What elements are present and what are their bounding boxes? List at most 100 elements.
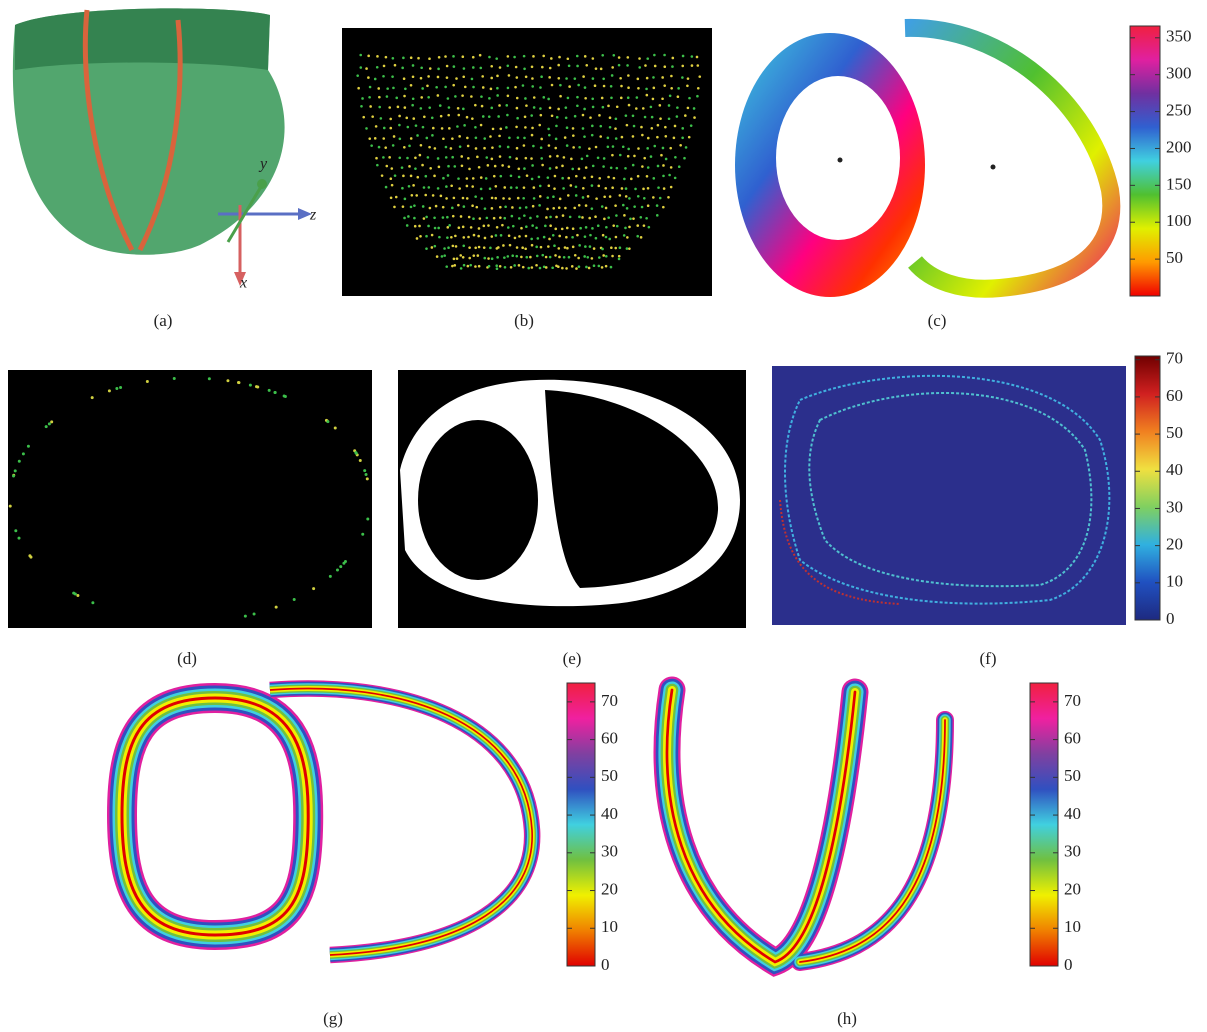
point [363,469,366,472]
point [450,147,453,150]
point [610,246,613,249]
point [462,108,465,111]
point [380,117,383,120]
point [362,116,365,119]
point [367,76,370,79]
point [480,124,483,127]
point [607,137,610,140]
point [365,473,368,476]
binary-mask [398,370,746,628]
point [361,97,364,100]
point [423,115,426,118]
colorbar-tick-label: 40 [1166,460,1183,479]
point [610,85,613,88]
point [368,137,371,140]
point [565,77,568,80]
point [529,256,532,259]
point [595,197,598,200]
point [512,225,515,228]
point [611,66,614,69]
point [656,136,659,139]
point [369,86,372,89]
point [91,396,94,399]
point [444,86,447,89]
point [553,187,556,190]
point [566,144,569,147]
point [497,115,500,118]
point [573,207,576,210]
point [503,186,506,189]
point [366,477,369,480]
point [678,165,681,168]
point [632,217,635,220]
point [470,95,473,98]
point [422,205,425,208]
point [392,87,395,90]
point [499,155,502,158]
point [402,205,405,208]
point [472,66,475,69]
point [572,227,575,230]
point [609,195,612,198]
point [359,54,362,57]
point [376,164,379,167]
point [616,225,619,228]
point [453,258,456,261]
point [662,164,665,167]
point [447,114,450,117]
point [522,266,525,269]
point [602,165,605,168]
point [499,175,502,178]
point [668,174,671,177]
point [609,126,612,129]
point [572,246,575,249]
point [459,145,462,148]
point [623,214,626,217]
point [523,137,526,140]
point [674,177,677,180]
point [402,175,405,178]
point [575,185,578,188]
point [547,98,550,101]
point [474,265,477,268]
point [646,175,649,178]
point [488,97,491,100]
point [685,146,688,149]
point [421,87,424,90]
point [626,124,629,127]
point [508,197,511,200]
point [641,134,644,137]
point [515,255,518,258]
point [461,94,464,97]
point [545,216,548,219]
point [577,257,580,260]
point [451,265,454,268]
point [513,56,516,59]
point [641,165,644,168]
point-cloud-bg [342,28,712,296]
colorbar-tick-label: 20 [601,879,618,898]
point [376,66,379,69]
point [378,106,381,109]
point [471,78,474,81]
point [517,197,520,200]
point [670,166,673,169]
point [475,206,478,209]
point [356,74,359,77]
point [468,246,471,249]
point [599,135,602,138]
point [420,144,423,147]
point [627,155,630,158]
point [447,246,450,249]
point [395,196,398,199]
point [435,205,438,208]
point [517,136,520,139]
point [546,196,549,199]
point [478,265,481,268]
point [479,217,482,220]
point [598,256,601,259]
point [662,206,665,209]
point [540,157,543,160]
point [610,96,613,99]
point [446,65,449,68]
